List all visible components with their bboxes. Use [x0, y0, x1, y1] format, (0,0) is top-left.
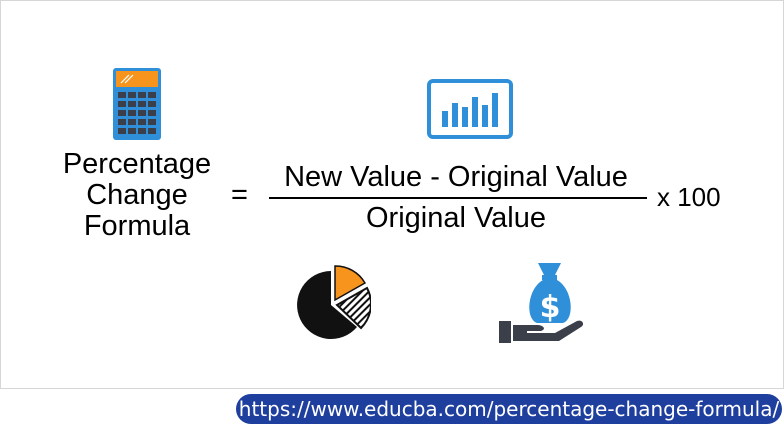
term-line-2: Change: [86, 179, 188, 211]
formula-numerator: New Value - Original Value: [284, 161, 628, 193]
svg-text:$: $: [540, 290, 561, 325]
term-line-1: Percentage: [62, 148, 212, 180]
bar-chart-monitor-icon: [427, 79, 513, 139]
term-line-3: Formula: [83, 210, 191, 242]
pie-chart-icon: [297, 265, 371, 339]
formula-denominator: Original Value: [365, 202, 546, 234]
infographic-panel: Percentage Change Formula = New Value - …: [0, 0, 784, 389]
fraction-bar: [269, 197, 647, 199]
source-url-link[interactable]: https://www.educba.com/percentage-change…: [238, 397, 780, 421]
source-url-banner[interactable]: https://www.educba.com/percentage-change…: [236, 394, 782, 424]
equals-sign: =: [231, 179, 248, 211]
calculator-icon: [113, 68, 161, 140]
formula-term-label: Percentage Change Formula: [41, 149, 233, 242]
formula-multiplier: x 100: [657, 182, 721, 212]
money-bag-hand-icon: $: [499, 263, 584, 343]
